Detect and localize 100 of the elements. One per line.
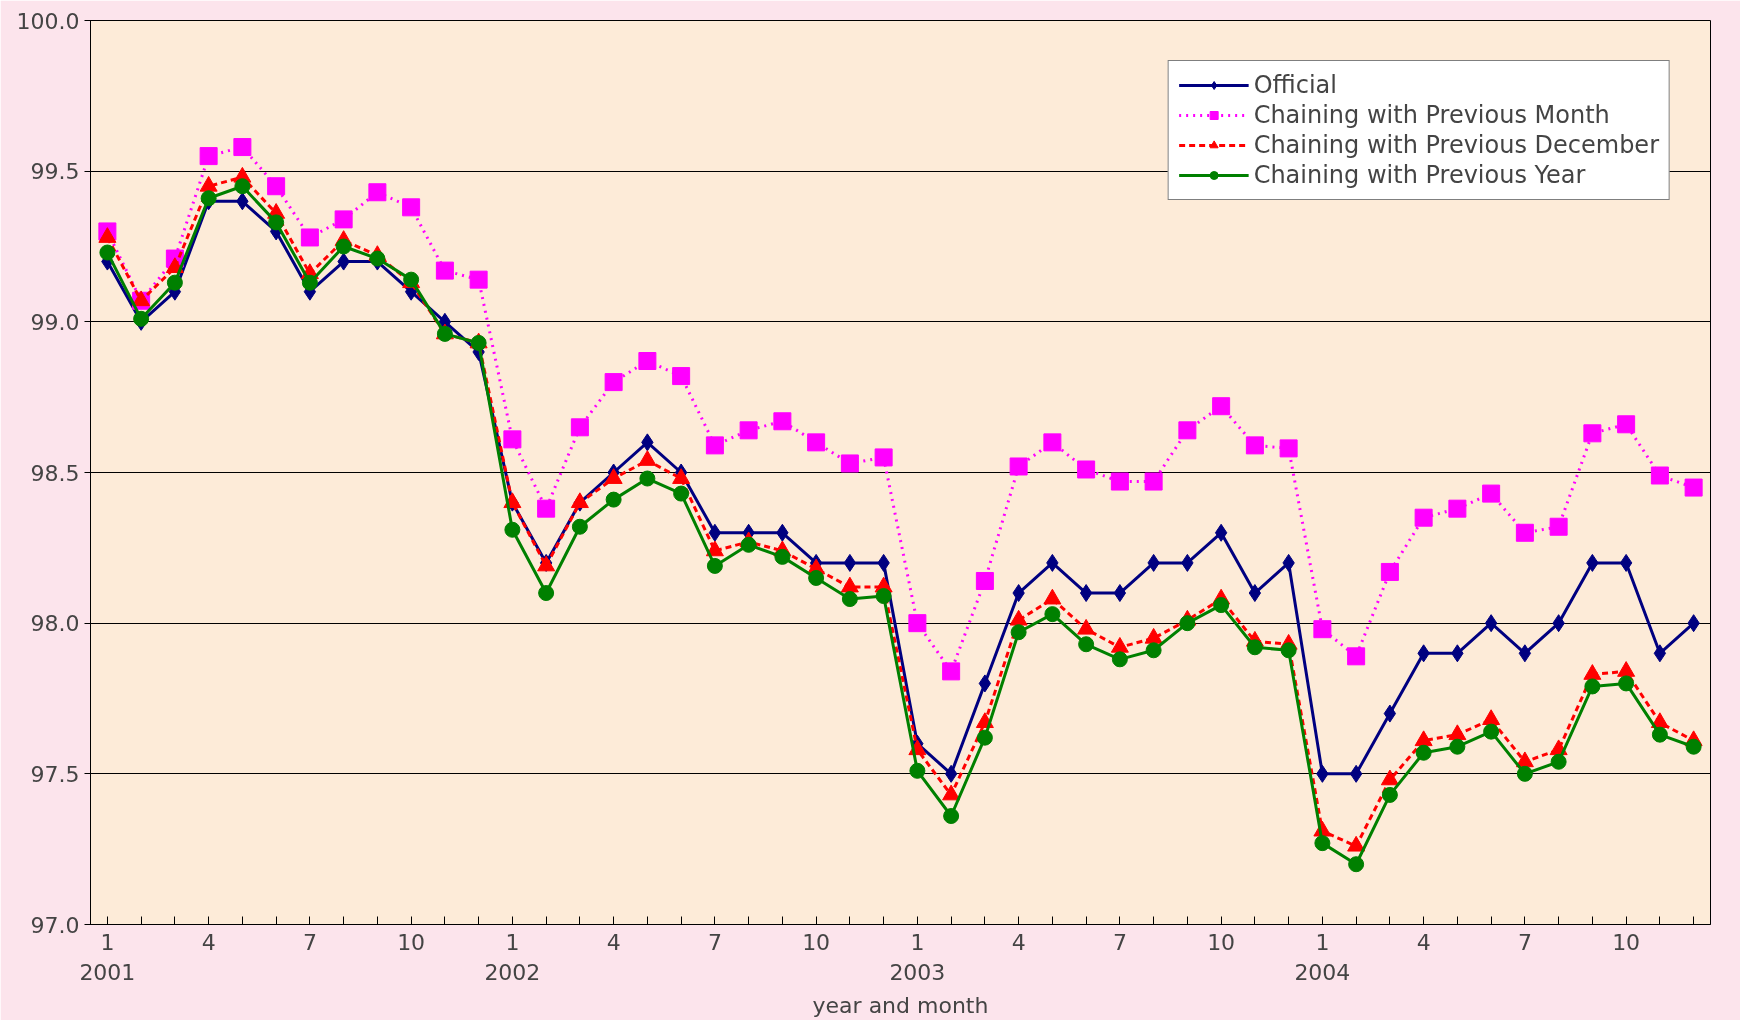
point xyxy=(909,762,926,779)
point xyxy=(1214,523,1228,542)
y-tick-label: 97.5 xyxy=(30,761,80,787)
point xyxy=(1618,675,1635,692)
point xyxy=(705,436,724,455)
point xyxy=(1653,644,1667,663)
x-tick-label: 4 xyxy=(201,929,216,955)
point xyxy=(1313,620,1332,639)
x-tick-label: 7 xyxy=(1112,929,1127,955)
point xyxy=(638,352,657,371)
point xyxy=(1448,724,1467,741)
point xyxy=(1583,424,1602,443)
point xyxy=(1009,457,1028,476)
point xyxy=(1515,523,1534,542)
point xyxy=(233,138,252,157)
point xyxy=(99,244,116,261)
point xyxy=(708,523,722,542)
x-tick-label: 4 xyxy=(606,929,621,955)
point xyxy=(807,433,826,452)
point xyxy=(944,764,958,783)
point xyxy=(942,662,961,681)
point xyxy=(1179,615,1196,632)
point xyxy=(975,571,994,590)
point xyxy=(1617,415,1636,434)
point xyxy=(1584,678,1601,695)
point xyxy=(976,729,993,746)
point xyxy=(604,373,623,392)
point xyxy=(1516,765,1533,782)
point xyxy=(368,183,387,202)
point xyxy=(234,178,251,195)
point xyxy=(1279,439,1298,458)
point xyxy=(706,557,723,574)
point xyxy=(1415,744,1432,761)
y-tick-label: 99.5 xyxy=(30,159,80,185)
point xyxy=(1044,606,1061,623)
point xyxy=(740,536,757,553)
x-tick-label: 1 2004 xyxy=(1294,929,1351,985)
point xyxy=(1619,553,1633,572)
point xyxy=(978,674,992,693)
point xyxy=(673,485,690,502)
point xyxy=(1550,753,1567,770)
point xyxy=(166,274,183,291)
y-tick-label: 100.0 xyxy=(16,8,80,34)
point xyxy=(301,274,318,291)
point xyxy=(1245,436,1264,455)
legend-label: Chaining with Previous December xyxy=(1253,131,1659,159)
x-tick-label: 10 xyxy=(1207,929,1236,955)
point xyxy=(1348,856,1365,873)
point xyxy=(1685,738,1702,755)
point xyxy=(808,569,825,586)
x-tick-label: 10 xyxy=(397,929,426,955)
point xyxy=(200,190,217,207)
point xyxy=(1079,584,1093,603)
point xyxy=(1212,397,1231,416)
point xyxy=(1314,835,1331,852)
point xyxy=(672,367,691,386)
point xyxy=(1213,597,1230,614)
point xyxy=(503,430,522,449)
point xyxy=(840,454,859,473)
point xyxy=(605,491,622,508)
point xyxy=(1483,723,1500,740)
x-tick-label: 1 2001 xyxy=(79,929,136,985)
point xyxy=(537,499,556,518)
point xyxy=(1145,642,1162,659)
point xyxy=(1110,472,1129,491)
point xyxy=(875,588,892,605)
point xyxy=(1651,726,1668,743)
x-tick-label: 1 2002 xyxy=(484,929,541,985)
point xyxy=(504,521,521,538)
point xyxy=(1113,584,1127,603)
point xyxy=(1549,517,1568,536)
y-tick-label: 98.5 xyxy=(30,460,80,486)
point xyxy=(739,421,758,440)
point xyxy=(133,310,150,327)
point xyxy=(1383,704,1397,723)
point xyxy=(1381,786,1398,803)
point xyxy=(908,614,927,633)
point xyxy=(1684,478,1703,497)
point xyxy=(334,210,353,229)
point xyxy=(1349,764,1363,783)
x-axis-title: year and month xyxy=(812,992,989,1018)
x-tick-label: 4 xyxy=(1011,929,1026,955)
point xyxy=(435,261,454,280)
x-tick-label: 10 xyxy=(1612,929,1641,955)
point xyxy=(774,548,791,565)
point xyxy=(268,214,285,231)
x-tick-label: 1 2003 xyxy=(889,929,946,985)
point xyxy=(199,147,218,166)
point xyxy=(571,518,588,535)
y-tick-label: 97.0 xyxy=(30,912,80,938)
point xyxy=(1448,499,1467,518)
legend-label: Chaining with Previous Year xyxy=(1253,161,1586,189)
point xyxy=(1650,466,1669,485)
point xyxy=(1414,730,1433,747)
point xyxy=(1010,624,1027,641)
x-tick-label: 10 xyxy=(802,929,831,955)
y-tick-label: 98.0 xyxy=(30,611,80,637)
point xyxy=(1347,647,1366,666)
point xyxy=(1077,460,1096,479)
point xyxy=(1111,651,1128,668)
